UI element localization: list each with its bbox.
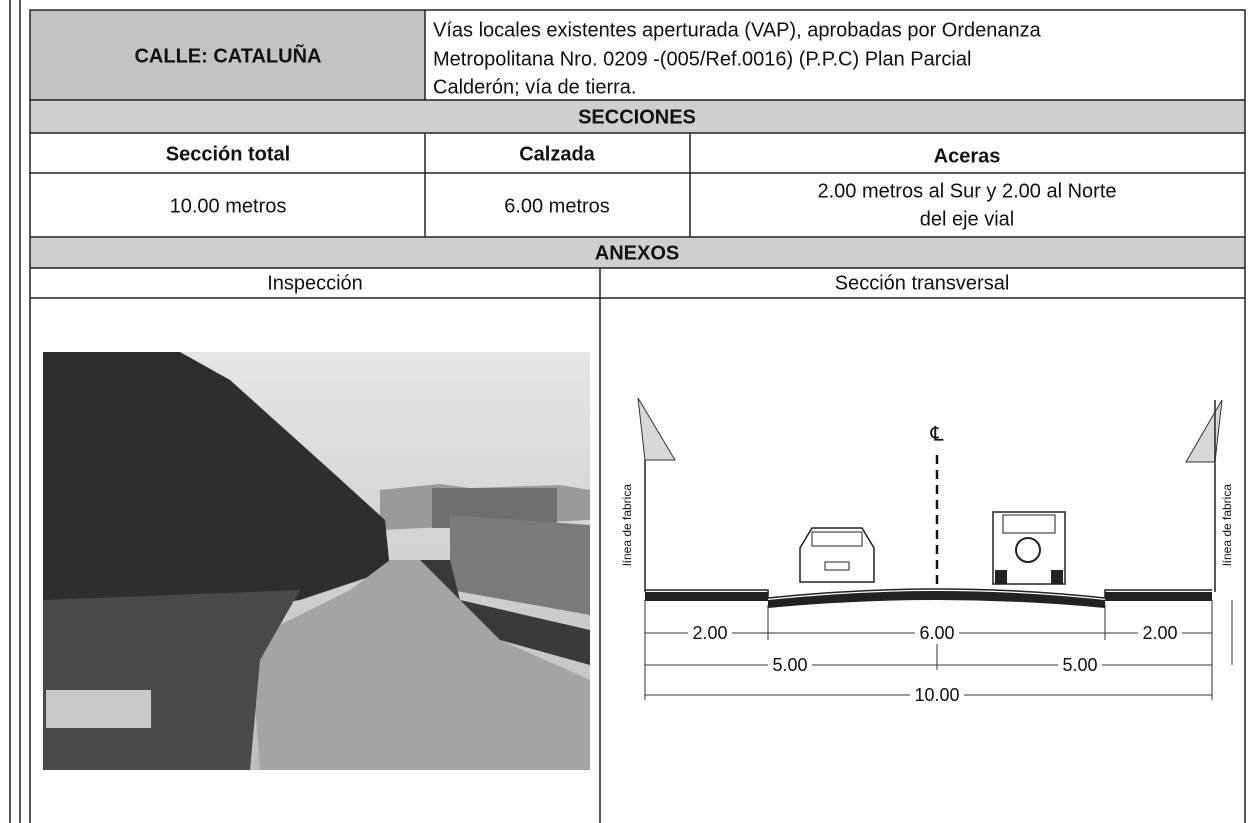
annex-header: Inspección bbox=[267, 272, 363, 294]
dimension-label: 2.00 bbox=[1142, 623, 1177, 643]
side-label: línea de fabrica bbox=[1220, 484, 1234, 566]
label-bg bbox=[688, 622, 732, 644]
cell-value: 2.00 metros al Sur y 2.00 al Norte bbox=[817, 180, 1116, 202]
section-title: SECCIONES bbox=[578, 106, 696, 128]
photo-wall bbox=[450, 515, 590, 615]
sidewalk-right bbox=[1105, 592, 1212, 601]
description-line: Metropolitana Nro. 0209 -(005/Ref.0016) … bbox=[433, 48, 971, 70]
dimension-label: 6.00 bbox=[919, 623, 954, 643]
car-window bbox=[811, 531, 863, 547]
label-bg bbox=[768, 654, 812, 676]
table-grid bbox=[29, 9, 1246, 823]
label-bg bbox=[915, 622, 959, 644]
section-bar bbox=[30, 100, 1245, 133]
label-bg bbox=[1058, 654, 1102, 676]
cell-value: 10.00 metros bbox=[170, 195, 287, 217]
section-title: ANEXOS bbox=[595, 242, 679, 264]
cross-section: ℄ línea de fabrica línea de fabrica 2 bbox=[620, 397, 1234, 706]
dimension-label: 10.00 bbox=[914, 685, 959, 705]
table-border bbox=[29, 9, 1246, 823]
side-label: línea de fabrica bbox=[620, 484, 634, 566]
jeep-wheel bbox=[1015, 537, 1041, 563]
road-surface bbox=[645, 588, 1212, 599]
jeep-window bbox=[1002, 514, 1056, 534]
title-cell bbox=[30, 10, 425, 100]
centerline-symbol: ℄ bbox=[930, 423, 944, 445]
car-body bbox=[799, 527, 875, 583]
photo-trees bbox=[43, 352, 390, 640]
jeep bbox=[992, 511, 1066, 585]
label-bg bbox=[1138, 622, 1182, 644]
photo-road bbox=[250, 560, 590, 770]
description-line: Vías locales existentes aperturada (VAP)… bbox=[433, 19, 1042, 41]
dimension-label: 2.00 bbox=[692, 623, 727, 643]
cell-value: del eje vial bbox=[920, 208, 1015, 230]
jeep-tire bbox=[1051, 570, 1063, 584]
photo-bank bbox=[420, 560, 590, 665]
sidewalk-left bbox=[645, 592, 768, 601]
photo-box bbox=[46, 690, 151, 728]
column-header: Aceras bbox=[934, 145, 1001, 167]
street-title: CALLE: CATALUÑA bbox=[134, 44, 321, 67]
car bbox=[799, 527, 875, 583]
section-bar bbox=[30, 237, 1245, 268]
inspection-photo bbox=[43, 352, 590, 770]
jeep-tire bbox=[995, 570, 1007, 584]
car-plate bbox=[824, 561, 850, 571]
annex-header: Sección transversal bbox=[835, 272, 1010, 294]
building-left bbox=[637, 397, 676, 461]
dimension-label: 5.00 bbox=[772, 655, 807, 675]
cell-value: 6.00 metros bbox=[504, 195, 610, 217]
label-bg bbox=[910, 684, 964, 706]
description-line: Calderón; vía de tierra. bbox=[433, 76, 636, 98]
roadway bbox=[768, 591, 1105, 608]
building-right bbox=[1185, 399, 1223, 463]
column-header: Sección total bbox=[166, 143, 290, 165]
column-header: Calzada bbox=[519, 143, 595, 165]
dimension-label: 5.00 bbox=[1062, 655, 1097, 675]
